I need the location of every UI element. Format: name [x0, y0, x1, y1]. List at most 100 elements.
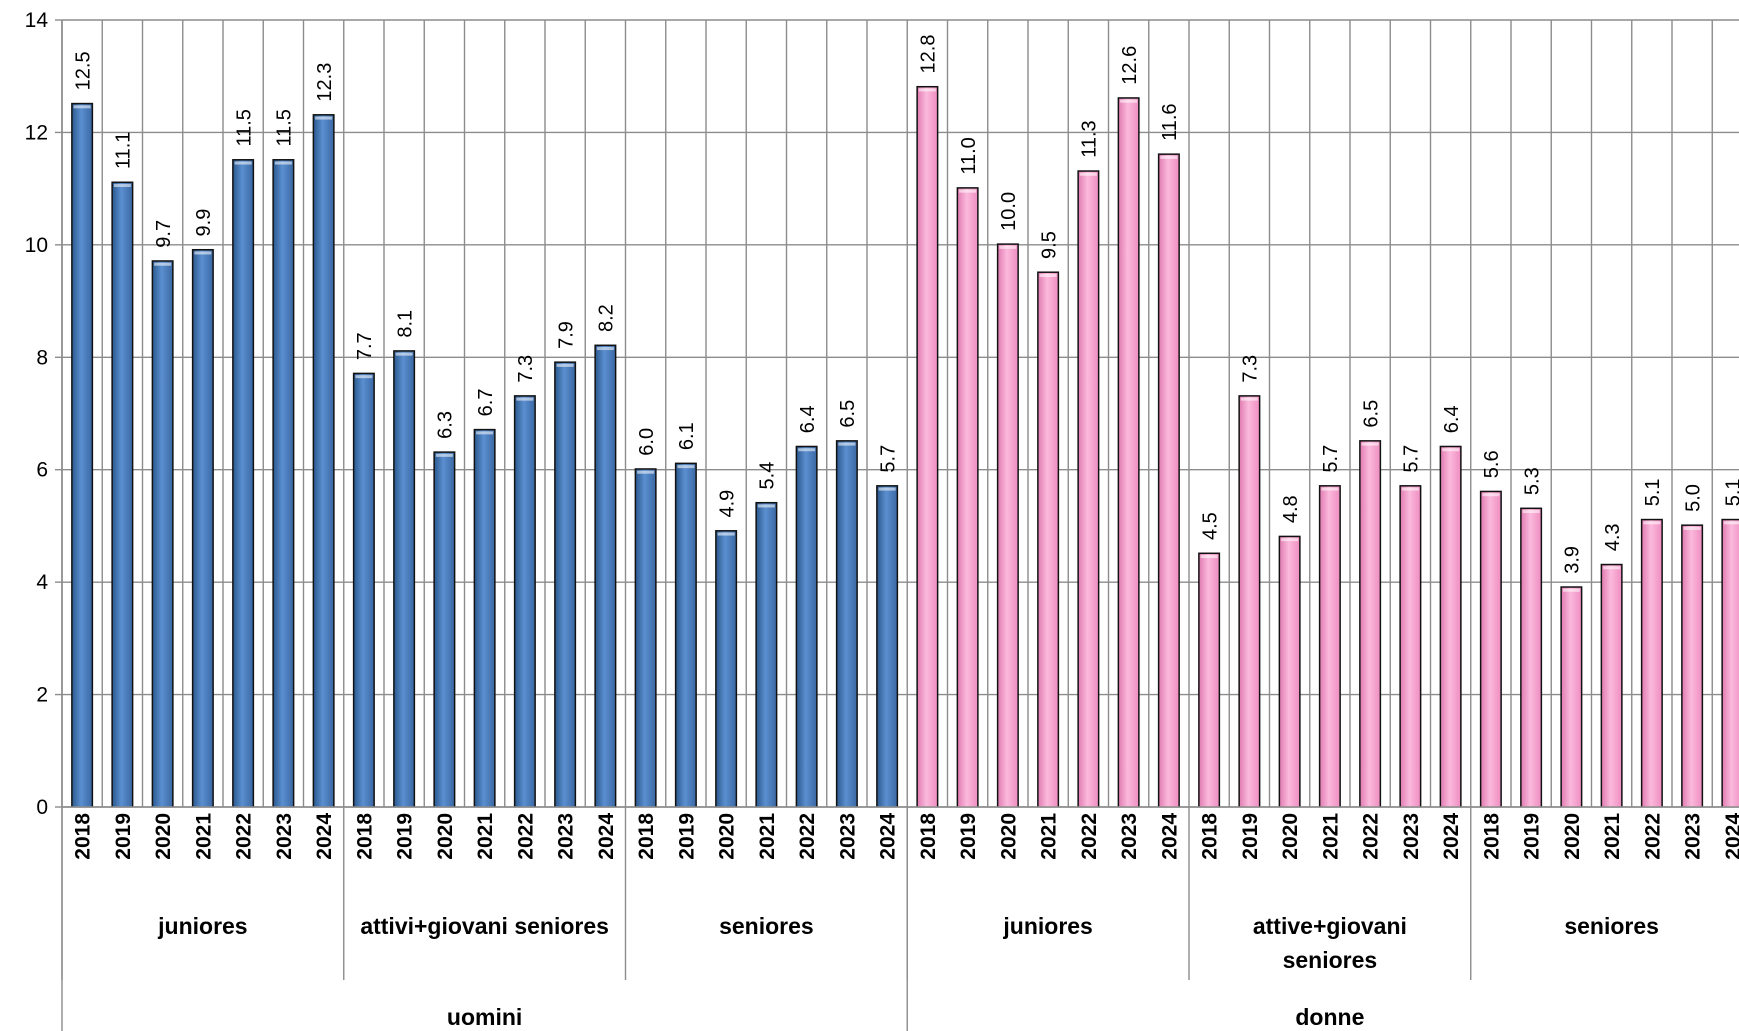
data-label: 6.1	[676, 422, 698, 450]
bar	[1320, 486, 1340, 807]
data-label: 9.7	[153, 220, 175, 248]
bar-highlight	[878, 487, 896, 491]
bar	[756, 503, 776, 807]
y-tick-label: 0	[36, 796, 48, 819]
bar	[1159, 154, 1179, 807]
bar	[515, 396, 535, 807]
x-tick-year-label: 2020	[1279, 813, 1302, 860]
bar-highlight	[1240, 397, 1258, 401]
bar	[233, 160, 253, 808]
bar-highlight	[757, 504, 775, 508]
data-label: 6.0	[636, 428, 658, 456]
bar	[1441, 447, 1461, 807]
x-tick-year-label: 2021	[1319, 813, 1342, 860]
bar-highlight	[677, 465, 695, 469]
data-label: 5.7	[1320, 445, 1342, 473]
bar-highlight	[1643, 521, 1661, 525]
bar-highlight	[113, 184, 131, 188]
bar-highlight	[1562, 588, 1580, 592]
data-label: 11.5	[274, 109, 296, 146]
bar	[394, 351, 414, 807]
data-label: 9.5	[1038, 231, 1060, 259]
bar	[636, 469, 656, 807]
data-label: 5.0	[1682, 484, 1704, 512]
x-tick-year-label: 2020	[997, 813, 1020, 860]
x-tick-year-label: 2022	[1078, 813, 1101, 860]
bar-highlight	[395, 352, 413, 356]
x-tick-year-label: 2018	[1480, 813, 1503, 860]
y-tick-label: 10	[25, 234, 48, 257]
x-tick-year-label: 2019	[675, 813, 698, 860]
bar-highlight	[1039, 273, 1057, 277]
category-label: attivi+giovani seniores	[360, 913, 609, 939]
bar	[1038, 272, 1058, 807]
data-label: 5.1	[1723, 478, 1739, 506]
x-tick-year-label: 2024	[1440, 813, 1463, 860]
x-tick-year-label: 2024	[313, 813, 336, 860]
bar-highlight	[1281, 538, 1299, 542]
data-label: 12.3	[314, 63, 336, 102]
bar	[354, 374, 374, 807]
bar-highlight	[1079, 172, 1097, 176]
x-tick-year-label: 2024	[877, 813, 900, 860]
bar-highlight	[234, 161, 252, 165]
data-label: 12.5	[72, 51, 94, 90]
x-tick-year-label: 2020	[434, 813, 457, 860]
bar	[1239, 396, 1259, 807]
bar	[1521, 509, 1541, 807]
x-tick-year-label: 2018	[1199, 813, 1222, 860]
data-label: 11.0	[958, 137, 980, 174]
x-tick-year-label: 2020	[1561, 813, 1584, 860]
x-tick-year-label: 2022	[1360, 813, 1383, 860]
gridlines	[61, 19, 1739, 808]
bar-highlight	[959, 189, 977, 193]
x-tick-year-label: 2020	[716, 813, 739, 860]
bar	[112, 183, 132, 807]
y-tick-label: 12	[25, 121, 48, 144]
x-tick-year-label: 2024	[1722, 813, 1739, 860]
x-tick-year-label: 2023	[555, 813, 578, 860]
bar-highlight	[1401, 487, 1419, 491]
data-label: 4.9	[716, 490, 738, 518]
bar	[475, 430, 495, 807]
data-label: 7.9	[555, 321, 577, 349]
data-label: 11.3	[1079, 120, 1101, 157]
bar	[1280, 537, 1300, 807]
x-tick-year-label: 2018	[917, 813, 940, 860]
bar	[1481, 492, 1501, 807]
x-tick-year-label: 2023	[1400, 813, 1423, 860]
bar	[1119, 98, 1139, 807]
bar	[1199, 554, 1219, 807]
bar-highlight	[717, 532, 735, 536]
data-label: 6.5	[1360, 400, 1382, 428]
axes: 0 2 4 6 8 10 12 14 2018 2019 2020 2021 2022 2023 2024 2…	[25, 9, 1739, 1031]
x-tick-year-label: 2023	[1682, 813, 1705, 860]
x-tick-year-label: 2022	[514, 813, 537, 860]
x-tick-year-label: 2018	[353, 813, 376, 860]
category-label: seniores	[1283, 947, 1378, 973]
x-tick-year-label: 2018	[635, 813, 658, 860]
x-tick-year-label: 2021	[756, 813, 779, 860]
bar-highlight	[1160, 155, 1178, 159]
bar	[1078, 171, 1098, 807]
x-tick-year-label: 2021	[1601, 813, 1624, 860]
bar	[958, 188, 978, 808]
data-labels: 12.5 11.1 9.7 9.9 11.5 11.5 12.3 7.7 8.1 6.3 6.7 7.…	[72, 35, 1739, 574]
group-label: donne	[1295, 1004, 1364, 1030]
y-tick-label: 2	[36, 684, 48, 707]
bar	[998, 244, 1018, 807]
bar	[676, 464, 696, 807]
data-label: 6.4	[797, 405, 819, 433]
data-label: 6.5	[837, 400, 859, 428]
x-tick-year-label: 2023	[273, 813, 296, 860]
x-tick-year-label: 2019	[957, 813, 980, 860]
x-tick-year-label: 2018	[72, 813, 95, 860]
data-label: 4.8	[1280, 495, 1302, 523]
bar-highlight	[1522, 510, 1540, 514]
bar-highlight	[1723, 521, 1739, 525]
bar-highlight	[596, 347, 614, 351]
category-label: seniores	[1564, 913, 1659, 939]
data-label: 7.7	[354, 332, 376, 360]
bar	[72, 104, 92, 808]
bar-highlight	[1442, 448, 1460, 452]
